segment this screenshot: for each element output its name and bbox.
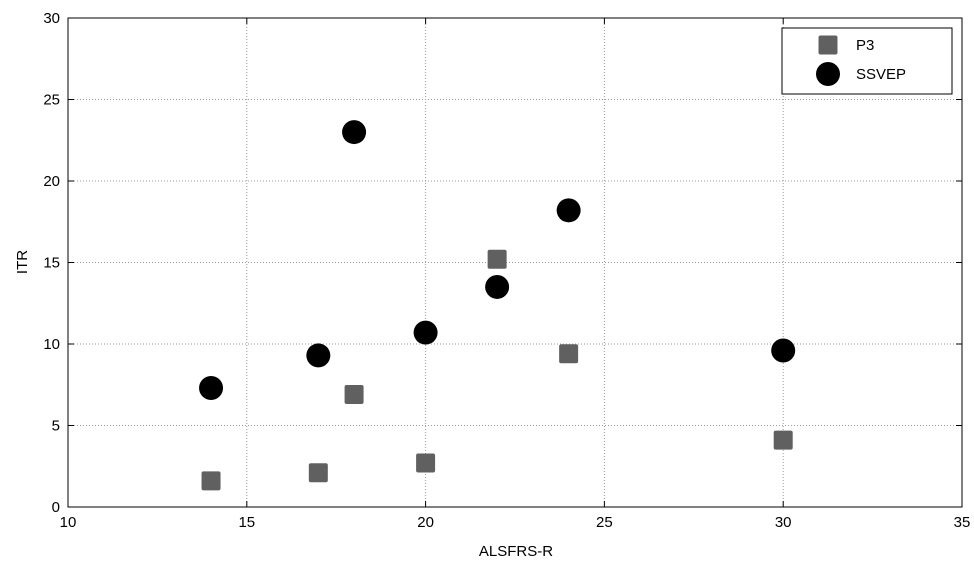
plot-frame [67, 17, 963, 508]
legend-marker-p3 [818, 35, 838, 55]
p3-point [344, 385, 364, 405]
y-axis-label: ITR [14, 250, 31, 274]
legend-label-p3: P3 [856, 37, 874, 54]
ssvep-point [199, 376, 224, 401]
legend-box [781, 27, 953, 95]
ssvep-point [306, 343, 331, 368]
tick-labels: 10 15 20 25 30 35 0 5 10 15 20 25 30 [43, 10, 970, 531]
ssvep-point [342, 120, 367, 145]
y-tick-label: 5 [52, 418, 60, 435]
grid-lines [68, 18, 962, 507]
ssvep-point [485, 274, 510, 299]
p3-point [308, 463, 328, 483]
p3-point [559, 344, 579, 364]
p3-point [773, 430, 793, 450]
y-tick-label: 25 [43, 92, 60, 109]
x-tick-label: 30 [775, 514, 792, 531]
legend-label-ssvep: SSVEP [856, 66, 906, 83]
x-tick-label: 10 [60, 514, 77, 531]
legend: P3 SSVEP [781, 27, 953, 95]
y-tick-label: 10 [43, 336, 60, 353]
x-tick-label: 25 [596, 514, 613, 531]
ssvep-point [413, 320, 438, 345]
p3-point [487, 249, 507, 269]
y-tick-label: 30 [43, 10, 60, 27]
axes [67, 17, 963, 508]
p3-point [201, 471, 221, 491]
y-tick-label: 15 [43, 255, 60, 272]
y-tick-label: 0 [52, 499, 60, 516]
p3-point [416, 453, 436, 473]
y-tick-label: 20 [43, 173, 60, 190]
x-axis-label: ALSFRS-R [479, 543, 553, 560]
x-tick-label: 20 [417, 514, 434, 531]
ssvep-point [771, 338, 796, 363]
x-tick-label: 15 [238, 514, 255, 531]
x-tick-label: 35 [954, 514, 971, 531]
legend-marker-ssvep [816, 62, 840, 86]
data-points [199, 120, 796, 491]
ssvep-point [556, 198, 581, 223]
